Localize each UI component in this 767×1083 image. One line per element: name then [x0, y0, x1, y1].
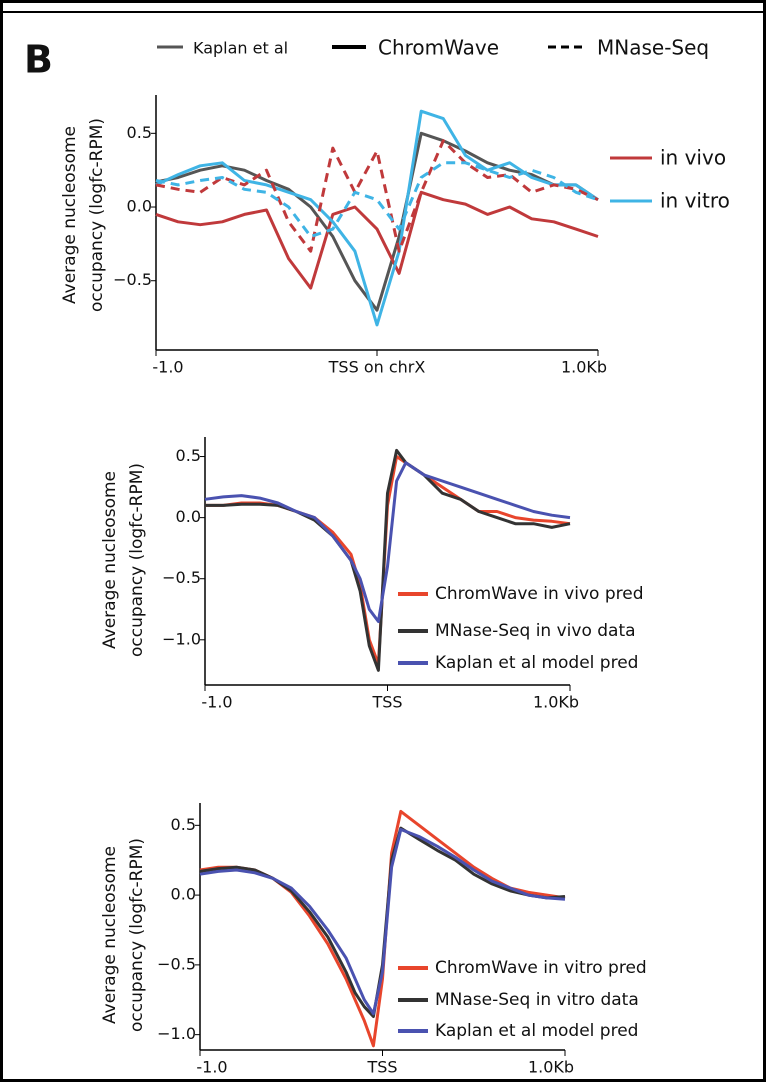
y-tick-label: 0.0: [127, 197, 152, 216]
y-axis-label: occupancy (logfc-RPM): [127, 838, 147, 1032]
legend-label: ChromWave in vitro pred: [435, 958, 647, 978]
y-tick-label: 0.5: [176, 446, 201, 465]
y-axis-label: Average nucleosome: [100, 846, 120, 1024]
y-tick-label: −0.5: [157, 954, 196, 973]
legend-label: MNase-Seq in vitro data: [435, 990, 639, 1010]
legend-label: in vivo: [660, 146, 726, 170]
series-line: [205, 448, 571, 672]
y-tick-label: −0.5: [113, 270, 152, 289]
x-tick-label: -1.0: [196, 1058, 227, 1077]
x-tick-label: -1.0: [201, 693, 232, 712]
legend-label: MNase-Seq: [597, 36, 709, 60]
x-tick-label: TSS: [366, 1058, 397, 1077]
series-line: [204, 461, 571, 623]
legend-label: MNase-Seq in vivo data: [435, 621, 636, 641]
x-tick-label: 1.0Kb: [528, 1058, 574, 1077]
y-axis-label: occupancy (logfc-RPM): [127, 463, 147, 657]
legend-label: Kaplan et al model pred: [435, 1021, 638, 1041]
y-tick-label: 0.5: [127, 123, 152, 142]
x-tick-label: 1.0Kb: [533, 693, 579, 712]
legend-label: ChromWave: [378, 36, 499, 60]
legend-label: Kaplan et al model pred: [435, 653, 638, 673]
x-tick-label: TSS: [371, 693, 402, 712]
legend-label: Kaplan et al: [193, 39, 288, 58]
y-tick-label: 0.5: [171, 815, 196, 834]
y-tick-label: 0.0: [176, 507, 201, 526]
legend-label: ChromWave in vivo pred: [435, 584, 644, 604]
series-line: [199, 828, 566, 1016]
y-tick-label: −0.5: [162, 568, 201, 587]
x-tick-label: 1.0Kb: [561, 358, 607, 377]
x-tick-label: -1.0: [152, 358, 183, 377]
y-tick-label: −1.0: [162, 629, 201, 648]
y-axis-label: occupancy (logfc-RPM): [87, 118, 107, 312]
y-tick-label: −1.0: [157, 1024, 196, 1043]
panel-label: B: [24, 38, 53, 82]
series-line: [155, 161, 599, 238]
series-line: [155, 139, 599, 253]
y-axis-label: Average nucleosome: [60, 126, 80, 304]
y-tick-label: 0.0: [171, 885, 196, 904]
series-line: [155, 190, 599, 290]
legend-label: in vitro: [660, 189, 730, 213]
x-tick-label: TSS on chrX: [328, 358, 426, 377]
series-line: [199, 809, 566, 1048]
y-axis-label: Average nucleosome: [100, 471, 120, 649]
